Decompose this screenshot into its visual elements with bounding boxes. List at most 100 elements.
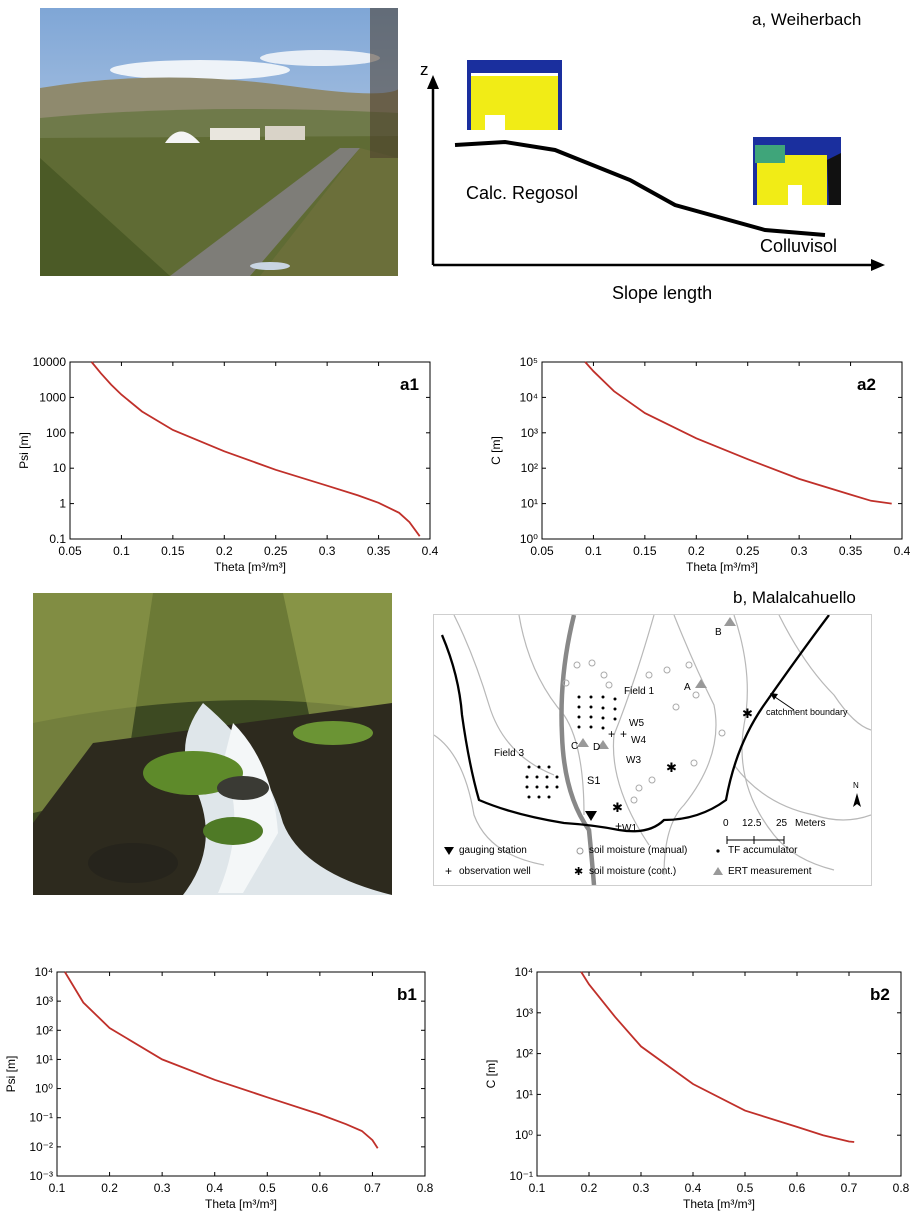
x-tick-label: 0.25 [264,544,288,558]
x-tick-label: 0.35 [367,544,391,558]
legend-soil-moisture-manual: soil moisture (manual) [589,845,688,856]
y-tick-label: 10² [521,461,538,475]
map-label-b: B [715,627,722,638]
svg-text:+: + [615,819,622,833]
y-tick-label: 10⁵ [520,355,538,369]
legend-tf-accumulator: TF accumulator [728,845,798,856]
regosol-profile-image [467,60,562,130]
y-tick-label: 10000 [33,355,67,369]
slope-profile-line [454,139,826,237]
map-label-w4: W4 [631,735,646,746]
y-tick-label: 0.1 [49,532,66,546]
y-axis-label: C [m] [489,436,503,465]
x-tick-label: 0.1 [49,1181,66,1195]
y-tick-label: 10⁰ [35,1082,53,1096]
colluvisol-profile-image [753,137,841,205]
legend-observation-well: observation well [459,866,531,877]
x-tick-label: 0.7 [364,1181,381,1195]
soil-moisture-cont-points: ✱ ✱ ✱ [612,706,753,815]
north-label: N [853,781,859,790]
panel-label: a2 [857,375,876,394]
x-tick-label: 0.6 [789,1181,806,1195]
x-axis-label: Theta [m³/m³] [686,560,758,574]
ert-points [577,617,736,749]
field1-tf-accumulators [577,695,617,730]
x-tick-label: 0.3 [791,544,808,558]
x-tick-label: 0.1 [113,544,130,558]
y-axis-label: Psi [m] [4,1056,18,1093]
map-label-field3: Field 3 [494,748,525,759]
field3-tf-accumulators [525,765,559,799]
svg-text:✱: ✱ [666,760,677,775]
x-tick-label: 0.2 [581,1181,598,1195]
panel-label: b1 [397,985,417,1004]
svg-text:+: + [608,727,615,741]
catchment-map: ✱ ✱ ✱ + + + B A Field 1 W5 W4 W3 C D Fiel [433,614,872,886]
chart-b1: 0.1 0.2 0.3 0.4 0.5 0.6 0.7 0.8 10⁻³ 10⁻² 10⁻¹ 10⁰ 1… [4,965,434,1211]
y-tick-label: 10⁻³ [29,1169,53,1183]
malalcahuello-stream-photo [33,593,392,895]
x-tick-label: 0.2 [216,544,233,558]
slope-length-label: Slope length [612,283,713,303]
x-tick-label: 0.4 [685,1181,702,1195]
contour-lines [434,615,871,876]
map-label-w3: W3 [626,755,641,766]
x-tick-label: 0.6 [312,1181,329,1195]
x-tick-label: 0.4 [894,544,911,558]
map-label-catchment-boundary: catchment boundary [766,707,848,717]
regosol-label: Calc. Regosol [466,183,579,203]
y-tick-label: 100 [46,426,66,440]
slope-schematic [427,60,885,271]
svg-text:+: + [620,727,627,741]
map-label-field1: Field 1 [624,686,655,697]
x-axis-label: Theta [m³/m³] [214,560,286,574]
map-label-w5: W5 [629,718,644,729]
soil-moisture-manual-points [562,659,726,804]
panel-label: b2 [870,985,890,1004]
svg-text:✱: ✱ [612,800,623,815]
scale-tick-25: 25 [776,818,788,829]
y-tick-label: 10³ [516,1006,533,1020]
y-tick-label: 10² [516,1047,533,1061]
x-tick-label: 0.5 [259,1181,276,1195]
x-tick-label: 0.25 [736,544,760,558]
x-tick-label: 0.1 [529,1181,546,1195]
map-label-w1: W1 [622,823,637,834]
map-label-c: C [571,741,579,752]
y-tick-label: 10⁴ [34,965,53,979]
x-tick-label: 0.7 [841,1181,858,1195]
colluvisol-label: Colluvisol [760,236,838,256]
x-tick-label: 0.2 [101,1181,118,1195]
x-tick-label: 0.35 [839,544,863,558]
map-label-d: D [593,742,601,753]
y-tick-label: 10⁻¹ [509,1169,533,1183]
retention-curve [584,361,892,505]
legend-ert-measurement: ERT measurement [728,866,812,877]
scale-unit: Meters [795,818,826,829]
y-axis-label: Psi [m] [17,432,31,469]
map-label-a: A [684,682,691,693]
y-tick-label: 10¹ [516,1087,533,1101]
y-tick-label: 10⁰ [520,532,538,546]
x-axis-label: Theta [m³/m³] [683,1197,755,1211]
retention-curve [90,361,421,537]
y-tick-label: 10¹ [521,497,538,511]
scale-tick-0: 0 [723,818,729,829]
chart-a2: 0.05 0.1 0.15 0.2 0.25 0.3 0.35 0.4 10⁰ 10¹ 10² 10³… [489,355,911,574]
scale-tick-12-5: 12.5 [742,818,762,829]
x-tick-label: 0.3 [154,1181,171,1195]
y-tick-label: 10⁴ [519,390,538,404]
y-tick-label: 10⁻¹ [29,1111,53,1125]
x-tick-label: 0.8 [417,1181,434,1195]
map-label-s1: S1 [587,775,601,787]
gauging-station-marker [585,811,597,821]
x-tick-label: 0.3 [319,544,336,558]
y-tick-label: 10 [53,461,67,475]
observation-wells: + + + [608,727,627,833]
weiherbach-landscape-photo [40,8,398,276]
legend-soil-moisture-cont-symbol: ✱ [574,866,584,878]
x-tick-label: 0.3 [633,1181,650,1195]
section-a-title: a, Weiherbach [752,10,862,29]
plot-frame [56,971,426,1177]
y-tick-label: 10² [36,1023,53,1037]
